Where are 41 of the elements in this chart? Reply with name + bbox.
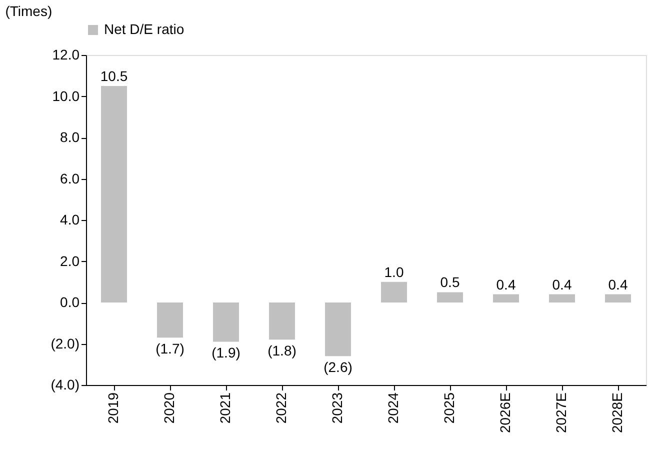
data-label: (1.7) [156,340,184,357]
data-label: 1.0 [384,264,404,280]
y-tick-label: (4.0) [50,376,80,392]
legend-label: Net D/E ratio [104,21,184,37]
bar [437,292,463,302]
x-tick-label: 2026E [497,392,513,433]
y-tick-label: 10.0 [52,88,80,104]
bar [381,282,407,302]
x-tick-label: 2019 [105,392,121,424]
bar [493,294,519,302]
x-tick-label: 2023 [329,392,345,424]
data-label: (1.8) [268,342,296,359]
bar [549,294,575,302]
x-tick-label: 2028E [609,392,625,433]
y-tick-label: 8.0 [60,129,80,145]
y-axis-title: (Times) [5,3,52,19]
y-tick-label: 12.0 [52,46,80,62]
x-tick-label: 2025 [441,392,457,424]
bar [157,302,183,338]
y-tick-label: 6.0 [60,170,80,186]
x-tick-label: 2024 [385,392,401,424]
y-tick-label: (2.0) [50,335,80,352]
data-label: 10.5 [100,68,128,84]
data-label: 0.5 [440,274,460,290]
y-tick-label: 0.0 [60,294,80,310]
bar [101,86,127,302]
y-tick-label: 2.0 [60,252,80,269]
bar [269,302,295,340]
data-label: (1.9) [212,344,240,361]
data-label: 0.4 [608,276,628,292]
bar [213,302,239,342]
y-tick-label: 4.0 [60,212,80,228]
x-tick-label: 2020 [161,392,177,424]
bar [325,302,351,356]
data-label: 0.4 [496,276,516,292]
bar [605,294,631,302]
x-tick-label: 2027E [553,392,569,433]
data-label: (2.6) [324,359,352,376]
x-tick-label: 2022 [273,392,289,424]
data-label: 0.4 [552,276,572,292]
x-tick-label: 2021 [217,392,233,424]
